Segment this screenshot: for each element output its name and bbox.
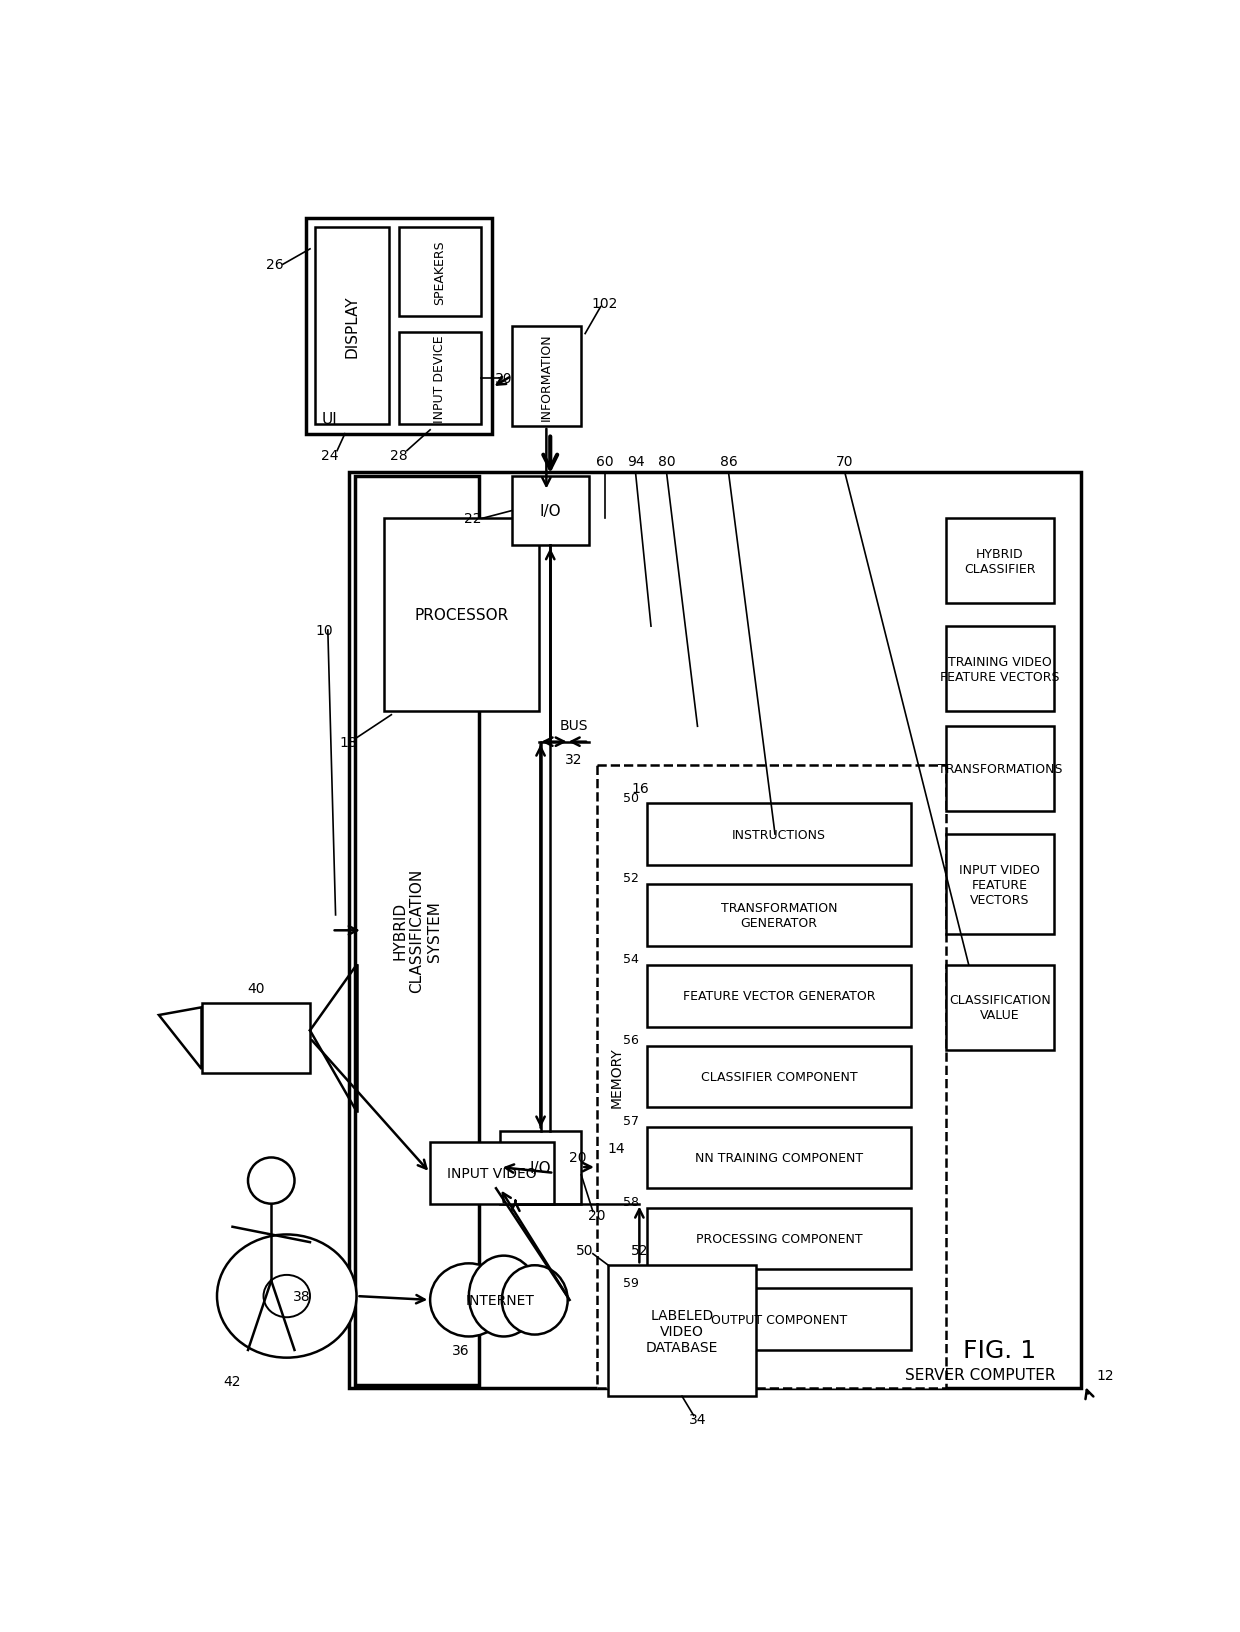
Polygon shape xyxy=(159,1007,201,1069)
Text: 52: 52 xyxy=(631,1244,649,1257)
Text: LABELED
VIDEO
DATABASE: LABELED VIDEO DATABASE xyxy=(646,1307,718,1355)
Text: 54: 54 xyxy=(624,953,640,966)
Text: 102: 102 xyxy=(591,297,618,310)
Ellipse shape xyxy=(469,1257,538,1337)
Bar xyxy=(430,1142,554,1204)
Bar xyxy=(348,473,1081,1389)
Text: 34: 34 xyxy=(688,1412,707,1426)
Bar xyxy=(609,1265,755,1397)
Bar xyxy=(647,1046,910,1108)
Text: 40: 40 xyxy=(247,981,264,996)
Text: 26: 26 xyxy=(267,258,284,273)
Bar xyxy=(945,966,1054,1049)
Text: DISPLAY: DISPLAY xyxy=(345,295,360,357)
Text: CLASSIFICATION
VALUE: CLASSIFICATION VALUE xyxy=(949,994,1050,1022)
Ellipse shape xyxy=(430,1263,507,1337)
Text: 59: 59 xyxy=(624,1276,640,1289)
Text: 28: 28 xyxy=(391,449,408,463)
Text: 10: 10 xyxy=(315,623,332,638)
Text: 86: 86 xyxy=(719,454,738,468)
Text: SERVER COMPUTER: SERVER COMPUTER xyxy=(905,1368,1055,1382)
Text: 24: 24 xyxy=(321,449,339,463)
Text: HYBRID
CLASSIFICATION
SYSTEM: HYBRID CLASSIFICATION SYSTEM xyxy=(392,868,441,992)
Bar xyxy=(945,627,1054,712)
Text: INPUT VIDEO
FEATURE
VECTORS: INPUT VIDEO FEATURE VECTORS xyxy=(960,863,1040,906)
Ellipse shape xyxy=(502,1265,568,1335)
Text: PROCESSING COMPONENT: PROCESSING COMPONENT xyxy=(696,1232,862,1245)
Text: PROCESSOR: PROCESSOR xyxy=(414,607,508,623)
Text: INSTRUCTIONS: INSTRUCTIONS xyxy=(732,827,826,840)
Text: 52: 52 xyxy=(624,871,640,885)
Bar xyxy=(647,1289,910,1350)
Text: CLASSIFIER COMPONENT: CLASSIFIER COMPONENT xyxy=(701,1071,857,1084)
Text: TRAINING VIDEO
FEATURE VECTORS: TRAINING VIDEO FEATURE VECTORS xyxy=(940,654,1059,684)
Text: INPUT VIDEO: INPUT VIDEO xyxy=(448,1167,537,1180)
Bar xyxy=(945,519,1054,604)
Bar xyxy=(647,1208,910,1270)
Bar xyxy=(647,966,910,1027)
Bar xyxy=(355,477,479,1386)
Text: 50: 50 xyxy=(577,1244,594,1257)
Text: 18: 18 xyxy=(340,734,357,749)
Text: FEATURE VECTOR GENERATOR: FEATURE VECTOR GENERATOR xyxy=(683,989,875,1002)
Bar xyxy=(511,477,589,547)
Bar xyxy=(647,805,910,865)
Bar xyxy=(500,1131,582,1204)
Text: FIG. 1: FIG. 1 xyxy=(963,1338,1037,1363)
Bar xyxy=(315,228,389,426)
Bar xyxy=(511,326,582,426)
Text: MEMORY: MEMORY xyxy=(609,1046,624,1106)
Text: 70: 70 xyxy=(836,454,853,468)
Text: 56: 56 xyxy=(624,1033,640,1046)
Text: 16: 16 xyxy=(631,782,650,795)
Text: SPEAKERS: SPEAKERS xyxy=(433,240,446,304)
Text: INTERNET: INTERNET xyxy=(465,1293,534,1307)
Bar xyxy=(399,333,481,426)
Text: NN TRAINING COMPONENT: NN TRAINING COMPONENT xyxy=(694,1151,863,1164)
Text: 20: 20 xyxy=(588,1208,605,1222)
Text: 20: 20 xyxy=(569,1151,587,1165)
Text: I/O: I/O xyxy=(529,1160,552,1175)
Bar xyxy=(306,219,492,434)
Text: I/O: I/O xyxy=(539,504,560,519)
Text: INPUT DEVICE: INPUT DEVICE xyxy=(433,335,446,423)
Text: 80: 80 xyxy=(657,454,676,468)
Text: 12: 12 xyxy=(1096,1368,1115,1382)
Bar xyxy=(596,765,945,1389)
Ellipse shape xyxy=(217,1235,357,1358)
Text: INFORMATION: INFORMATION xyxy=(539,333,553,421)
Text: 60: 60 xyxy=(595,454,614,468)
Text: 22: 22 xyxy=(464,512,481,526)
Text: 58: 58 xyxy=(624,1195,640,1208)
Bar xyxy=(399,228,481,317)
Text: TRANSFORMATIONS: TRANSFORMATIONS xyxy=(937,762,1061,775)
Text: 32: 32 xyxy=(564,752,583,765)
Text: 38: 38 xyxy=(294,1289,311,1304)
Circle shape xyxy=(248,1157,295,1204)
Text: 30: 30 xyxy=(495,372,512,387)
Text: HYBRID
CLASSIFIER: HYBRID CLASSIFIER xyxy=(963,547,1035,576)
Text: UI: UI xyxy=(321,411,337,426)
Text: OUTPUT COMPONENT: OUTPUT COMPONENT xyxy=(711,1312,847,1325)
Text: 94: 94 xyxy=(626,454,645,468)
Text: 36: 36 xyxy=(453,1343,470,1358)
Bar xyxy=(647,885,910,947)
Text: BUS: BUS xyxy=(559,718,588,733)
Text: TRANSFORMATION
GENERATOR: TRANSFORMATION GENERATOR xyxy=(720,901,837,929)
Bar xyxy=(647,1128,910,1188)
Bar xyxy=(945,726,1054,811)
Text: 57: 57 xyxy=(624,1115,640,1128)
Text: 50: 50 xyxy=(624,792,640,805)
Bar xyxy=(201,1004,310,1074)
Text: 14: 14 xyxy=(608,1141,625,1155)
Text: 42: 42 xyxy=(223,1374,242,1387)
Ellipse shape xyxy=(263,1275,310,1317)
Bar xyxy=(945,834,1054,935)
Bar xyxy=(383,519,538,712)
